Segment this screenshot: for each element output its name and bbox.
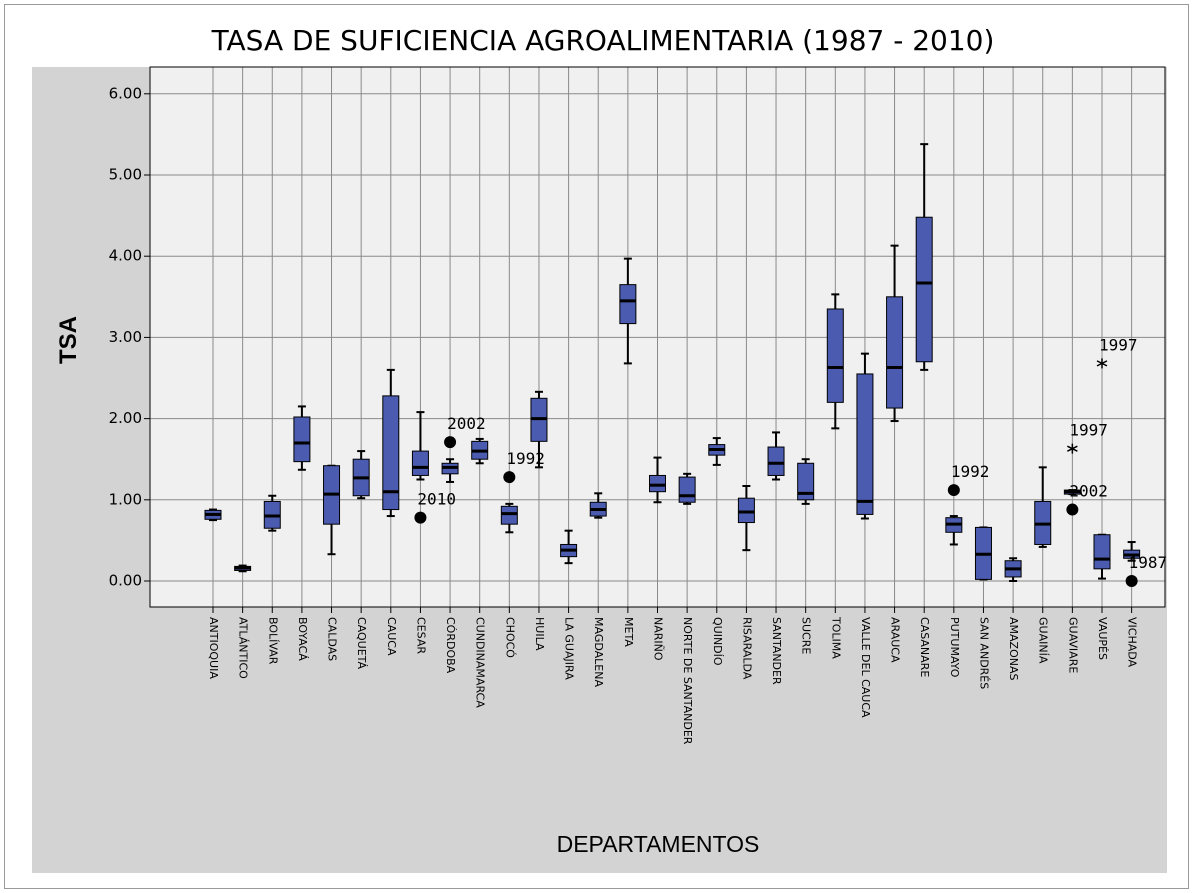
outlier-label: 1997	[1099, 335, 1138, 354]
x-tick-label: VAUPÉS	[1096, 617, 1109, 660]
box	[767, 446, 785, 476]
outlier-star	[1067, 443, 1078, 454]
x-tick-label: CHOCÓ	[503, 617, 516, 658]
y-tick-label: 3.00	[109, 328, 142, 346]
x-tick-label: VICHADA	[1126, 617, 1139, 668]
x-tick-label: ANTIOQUIA	[207, 617, 220, 679]
x-tick-label: ATLÁNTICO	[237, 617, 250, 679]
x-tick-label: META	[622, 617, 635, 647]
x-tick-label: CUNDINAMARCA	[474, 617, 487, 708]
box	[411, 450, 429, 476]
x-tick-label: GUAVIARE	[1066, 617, 1079, 673]
x-tick-label: SAN ANDRÉS	[977, 617, 990, 689]
chart-title: TASA DE SUFICIENCIA AGROALIMENTARIA (198…	[211, 24, 995, 57]
x-tick-label: LA GUAJIRA	[563, 617, 576, 680]
x-tick-label: CALDAS	[326, 617, 339, 661]
x-tick-label: QUINDÍO	[711, 617, 724, 666]
outlier-label: 2002	[447, 414, 486, 433]
y-tick-label: 1.00	[109, 490, 142, 508]
outlier-star	[1096, 358, 1108, 369]
x-tick-label: BOLÍVAR	[266, 617, 279, 665]
box	[915, 216, 933, 363]
x-tick-label: BOYACÁ	[296, 617, 309, 661]
outlier	[1066, 503, 1079, 516]
outlier	[503, 471, 516, 484]
x-tick-label: SANTANDER	[770, 617, 783, 685]
plot: 0.00 1.00 2.00 3.00 4.00 5.00 6.00 ANTIOQUIA ATL…	[109, 67, 1168, 745]
box	[826, 308, 844, 403]
box	[886, 296, 904, 409]
x-tick-label: CÓRDOBA	[444, 617, 457, 674]
box	[649, 474, 666, 493]
x-tick-label: CAUCA	[385, 617, 398, 656]
box	[797, 462, 815, 501]
box	[678, 476, 696, 503]
x-tick-label: CESAR	[414, 617, 427, 654]
outlier	[947, 484, 960, 497]
x-tick-label: SUCRE	[800, 617, 813, 654]
y-tick-label: 5.00	[109, 166, 142, 184]
box	[500, 505, 518, 525]
x-tick-label: AMAZONAS	[1007, 617, 1020, 680]
outlier-label: 1992	[506, 449, 545, 468]
box	[382, 395, 400, 511]
x-tick-label: MAGDALENA	[592, 617, 605, 687]
y-tick-label: 4.00	[109, 247, 142, 265]
y-tick-label: 0.00	[109, 572, 142, 590]
x-tick-label: RISARALDA	[740, 617, 753, 680]
box	[293, 416, 311, 463]
x-tick-label: CASANARE	[918, 617, 931, 677]
outlier-label: 2010	[417, 490, 456, 509]
outlier-label: 1992	[951, 462, 990, 481]
x-tick-label: NORTE DE SANTANDER	[681, 617, 694, 745]
box	[737, 497, 755, 524]
x-tick-label: ARAUCA	[889, 617, 902, 663]
outlier	[444, 436, 457, 449]
x-axis-label: DEPARTAMENTOS	[557, 831, 760, 857]
outlier-label: 1987	[1129, 553, 1168, 572]
plot-border	[149, 66, 1166, 608]
box	[619, 284, 637, 325]
outlier	[1125, 575, 1138, 588]
y-axis-label: TSA	[55, 316, 82, 364]
x-tick-label: HUILA	[533, 617, 546, 651]
outlier-label: 1997	[1069, 421, 1108, 440]
box	[856, 373, 874, 515]
x-tick-label: VALLE DEL CAUCA	[859, 617, 872, 718]
box	[1093, 534, 1111, 570]
x-tick-label: TOLIMA	[829, 616, 842, 659]
outlier	[414, 511, 427, 524]
x-tick-label: GUAINÍA	[1037, 617, 1050, 664]
x-tick-label: CAQUETÁ	[355, 617, 368, 670]
y-tick-label: 2.00	[109, 409, 142, 427]
outlier-label: 2002	[1069, 482, 1108, 501]
x-tick-label: NARIÑO	[652, 617, 665, 661]
x-tick-label: PUTUMAYO	[948, 617, 961, 678]
y-tick-label: 6.00	[109, 84, 142, 102]
